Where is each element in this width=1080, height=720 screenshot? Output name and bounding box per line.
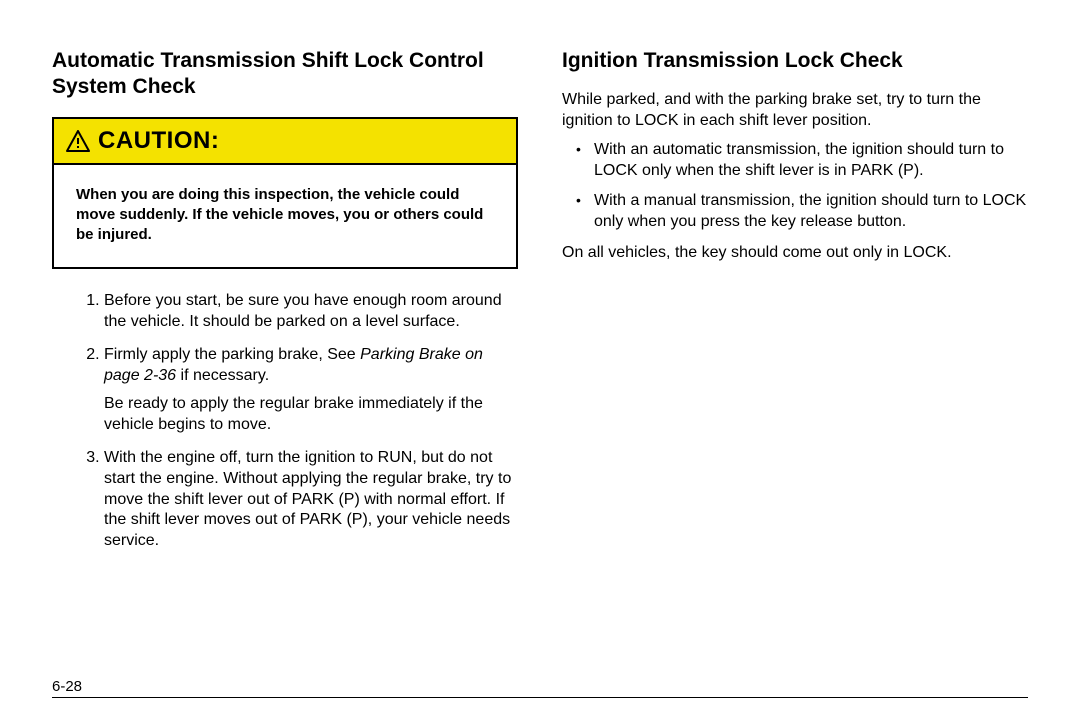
two-column-layout: Automatic Transmission Shift Lock Contro… bbox=[52, 48, 1028, 564]
step-2: Firmly apply the parking brake, See Park… bbox=[104, 345, 518, 436]
procedure-steps: Before you start, be sure you have enoug… bbox=[52, 291, 518, 552]
right-section-title: Ignition Transmission Lock Check bbox=[562, 48, 1028, 74]
bullet-2: With a manual transmission, the ignition… bbox=[594, 191, 1028, 233]
step-2-text-a: Firmly apply the parking brake, See bbox=[104, 346, 360, 363]
page-footer: 6-28 bbox=[52, 678, 1028, 698]
caution-body-text: When you are doing this inspection, the … bbox=[54, 165, 516, 268]
step-1: Before you start, be sure you have enoug… bbox=[104, 291, 518, 333]
caution-header: CAUTION: bbox=[54, 119, 516, 165]
step-3: With the engine off, turn the ignition t… bbox=[104, 448, 518, 552]
step-1-text: Before you start, be sure you have enoug… bbox=[104, 292, 502, 330]
step-2-sub: Be ready to apply the regular brake imme… bbox=[104, 394, 514, 436]
left-column: Automatic Transmission Shift Lock Contro… bbox=[52, 48, 518, 564]
right-bullets: With an automatic transmission, the igni… bbox=[562, 140, 1028, 233]
caution-box: CAUTION: When you are doing this inspecti… bbox=[52, 117, 518, 270]
right-outro: On all vehicles, the key should come out… bbox=[562, 243, 1028, 264]
step-2-text-b: if necessary. bbox=[176, 367, 269, 384]
step-3-text: With the engine off, turn the ignition t… bbox=[104, 449, 511, 549]
right-column: Ignition Transmission Lock Check While p… bbox=[562, 48, 1028, 564]
caution-label: CAUTION: bbox=[98, 127, 219, 155]
warning-triangle-icon bbox=[66, 130, 90, 152]
right-intro: While parked, and with the parking brake… bbox=[562, 90, 1028, 132]
page-number: 6-28 bbox=[52, 678, 1028, 695]
left-section-title: Automatic Transmission Shift Lock Contro… bbox=[52, 48, 518, 101]
footer-rule bbox=[52, 697, 1028, 698]
bullet-1: With an automatic transmission, the igni… bbox=[594, 140, 1028, 182]
